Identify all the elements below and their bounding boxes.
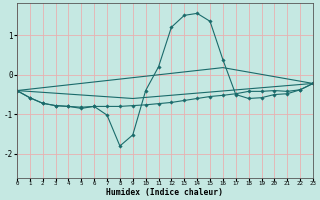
X-axis label: Humidex (Indice chaleur): Humidex (Indice chaleur) <box>107 188 223 197</box>
